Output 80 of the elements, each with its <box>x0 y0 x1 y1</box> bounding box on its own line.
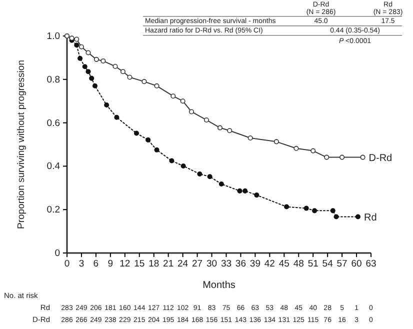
point <box>180 98 186 104</box>
point <box>100 58 106 64</box>
point <box>207 174 212 180</box>
point <box>142 79 147 84</box>
point <box>360 154 366 160</box>
point <box>304 206 309 211</box>
x-tick-label: 21 <box>163 258 174 270</box>
x-axis-title: Months <box>202 280 236 291</box>
point <box>248 135 253 140</box>
point <box>92 83 98 88</box>
point <box>127 74 132 80</box>
point <box>170 94 176 99</box>
point <box>114 114 120 120</box>
x-tick-label: 30 <box>206 258 218 270</box>
y-tick-label: 1.0 <box>46 31 60 42</box>
point <box>74 36 80 42</box>
y-tick-label: 0 <box>54 248 60 260</box>
point <box>254 192 260 198</box>
point <box>217 125 222 130</box>
y-tick-label: 0.2 <box>46 204 60 216</box>
x-tick-label: 60 <box>351 258 362 270</box>
x-tick-label: 42 <box>264 258 275 270</box>
x-tick-label: 33 <box>220 258 232 270</box>
point <box>154 83 160 88</box>
point <box>112 64 118 69</box>
point <box>86 69 91 74</box>
point <box>284 204 290 210</box>
x-tick-label: 54 <box>322 258 333 270</box>
series-label: Rd <box>364 212 377 224</box>
x-tick-label: 39 <box>250 258 260 270</box>
point <box>334 214 339 220</box>
point <box>294 146 299 151</box>
x-tick-label: 3 <box>78 258 84 270</box>
y-axis-title: Proportion surviving without progression <box>16 60 27 229</box>
point <box>146 137 151 142</box>
x-tick-label: 18 <box>148 258 160 270</box>
point <box>86 50 91 56</box>
x-tick-label: 12 <box>120 258 130 270</box>
point <box>89 76 94 81</box>
point <box>74 42 80 48</box>
point <box>312 208 318 214</box>
x-tick-label: 0 <box>64 258 70 270</box>
point <box>227 128 232 134</box>
x-tick-label: 45 <box>278 258 290 270</box>
point <box>78 56 83 61</box>
x-tick-label: 6 <box>93 258 99 270</box>
point <box>204 117 209 122</box>
series-label: D-Rd <box>368 152 392 164</box>
x-tick-label: 9 <box>108 258 114 270</box>
y-tick-label: 0.4 <box>46 161 60 172</box>
x-tick-label: 63 <box>366 258 376 270</box>
x-tick-label: 57 <box>336 258 348 270</box>
point <box>218 181 224 186</box>
point <box>197 172 202 177</box>
point <box>154 147 160 152</box>
point <box>330 208 336 214</box>
point <box>237 188 242 194</box>
point <box>82 64 88 70</box>
x-tick-label: 48 <box>293 258 304 270</box>
x-tick-label: 36 <box>235 258 246 270</box>
x-tick-label: 24 <box>178 258 188 270</box>
point <box>94 56 99 62</box>
x-tick-label: 51 <box>308 258 318 270</box>
point <box>310 148 316 154</box>
point <box>120 69 126 74</box>
point <box>169 158 174 164</box>
y-tick-label: 0.8 <box>46 74 60 86</box>
point <box>180 163 186 168</box>
point <box>242 188 248 194</box>
x-tick-label: 15 <box>134 258 145 270</box>
point <box>188 109 194 114</box>
point <box>340 154 345 160</box>
x-tick-label: 27 <box>192 258 203 270</box>
point <box>104 102 110 108</box>
y-tick-label: 0.6 <box>46 118 60 129</box>
point <box>78 44 84 50</box>
point <box>324 154 330 160</box>
point <box>355 214 360 220</box>
point <box>274 139 279 144</box>
point <box>134 130 139 136</box>
